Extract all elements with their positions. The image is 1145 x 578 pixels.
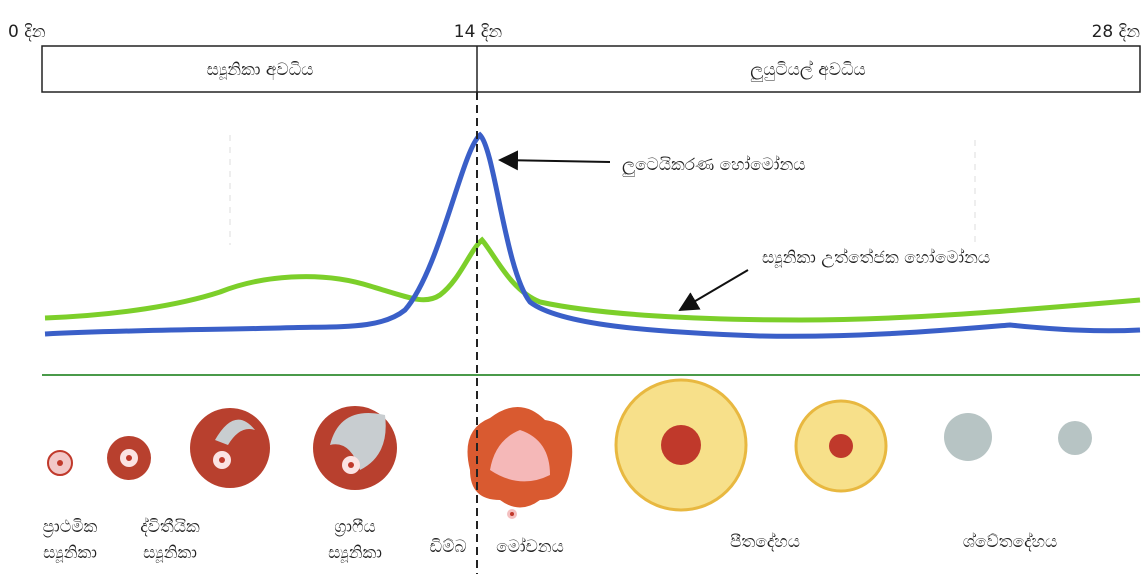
diagram: 0 දින 14 දින 28 දින ස්‍යූනිකා අවධිය ලුයු… — [0, 0, 1145, 574]
stage-label: ප්‍රාථමික — [43, 517, 98, 537]
lh-curve — [45, 135, 1140, 336]
phase-label: ස්‍යූනිකා අවධිය — [207, 60, 314, 81]
stage-label: ශ්වේතදේහය — [963, 532, 1058, 552]
day-label: 28 දින — [1092, 22, 1141, 42]
stage-label: ස්‍යූනිකා — [328, 543, 382, 563]
day-label: 0 දින — [8, 22, 46, 42]
stage-label: ස්‍යූනිකා — [43, 543, 97, 563]
stage-label: පීතදේහය — [730, 532, 800, 552]
day-label: 14 දින — [454, 22, 503, 42]
hormone-label: ස්‍යූනිකා උත්තේජක හෝමෝනය — [762, 248, 990, 268]
stage-label: ඩිම්බ — [430, 537, 467, 557]
phase-label: ලුයුටියල් අවධිය — [750, 60, 866, 83]
stage-label: ස්‍යූනිකා — [143, 543, 197, 563]
arrow — [680, 270, 748, 310]
follicle-illustrations — [48, 380, 1092, 519]
arrow — [500, 160, 610, 162]
stage-label: ග්‍රාෆීය — [334, 517, 375, 537]
stage-label: මෝචනය — [496, 537, 564, 557]
stage-label: ද්විතීයික — [140, 517, 200, 537]
hormone-label: ලුටෙයිකරණ හෝමෝනය — [622, 155, 806, 178]
